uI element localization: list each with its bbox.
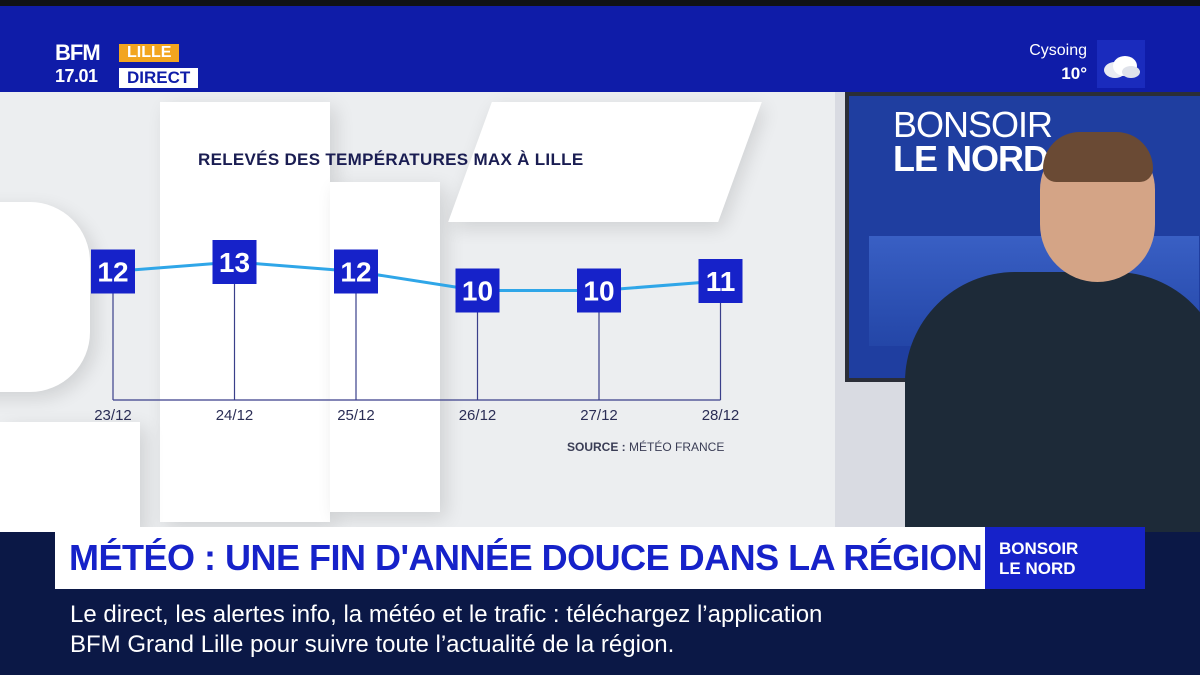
headline-text: MÉTÉO : UNE FIN D'ANNÉE DOUCE DANS LA RÉ… <box>69 537 983 578</box>
show-tag: BONSOIR LE NORD <box>985 527 1145 589</box>
temperature-marker <box>698 259 743 303</box>
ticker-line1: Le direct, les alertes info, la météo et… <box>70 601 823 628</box>
temperature-value-label: 10 <box>583 276 614 307</box>
temperature-marker <box>212 240 257 284</box>
background-letter-b-lower <box>0 422 140 532</box>
logo-brand: BFM <box>55 40 101 65</box>
studio-view: BONSOIR LE NORD <box>835 92 1200 532</box>
ticker-line2: BFM Grand Lille pour suivre toute l’actu… <box>70 631 675 658</box>
presenter-hair <box>1043 132 1153 182</box>
news-ticker: Le direct, les alertes info, la météo et… <box>0 589 1200 675</box>
top-bar: BFM 17.01 LILLE DIRECT Cysoing 10° <box>0 0 1200 92</box>
temperature-marker <box>455 268 500 313</box>
screen-title-line1: BONSOIR <box>893 104 1053 145</box>
show-tag-line2: LE NORD <box>999 559 1076 578</box>
chart-title: RELEVÉS DES TEMPÉRATURES MAX À LILLE <box>198 150 584 169</box>
chart-source: SOURCE : MÉTÉO FRANCE <box>567 440 724 454</box>
show-tag-line1: BONSOIR <box>999 539 1079 558</box>
temperature-series-line <box>112 260 721 292</box>
temperature-value-label: 13 <box>219 247 250 278</box>
clock-time: 17.01 <box>55 66 98 86</box>
chart-panel: RELEVÉS DES TEMPÉRATURES MAX À LILLE 12 2… <box>0 92 835 532</box>
background-letter-b <box>0 202 90 392</box>
date-tick-label: 23/12 <box>94 407 132 424</box>
live-badge: DIRECT <box>119 68 199 88</box>
date-tick-label: 25/12 <box>337 407 375 424</box>
date-tick-label: 28/12 <box>702 407 740 424</box>
presenter-body <box>905 272 1200 532</box>
logo-city-badge: LILLE <box>119 44 180 62</box>
temperature-value-label: 12 <box>97 257 128 288</box>
temperature-marker <box>91 249 135 294</box>
temperature-value-label: 10 <box>462 276 493 307</box>
background-letter-f <box>160 102 330 522</box>
headline-banner: MÉTÉO : UNE FIN D'ANNÉE DOUCE DANS LA RÉ… <box>55 527 985 589</box>
temperature-value-label: 11 <box>706 266 736 297</box>
date-tick-label: 27/12 <box>580 407 618 424</box>
temperature-marker <box>334 249 378 294</box>
date-tick-label: 26/12 <box>459 407 497 424</box>
background-letter-f-bar <box>330 182 440 512</box>
source-value: MÉTÉO FRANCE <box>629 440 725 454</box>
source-label: SOURCE : <box>567 440 626 454</box>
temperature-value-label: 12 <box>340 257 371 288</box>
cloud-icon <box>1097 40 1145 88</box>
weather-widget: Cysoing 10° <box>945 40 1145 92</box>
weather-temperature: 10° <box>1061 64 1087 83</box>
temperature-line-chart: 12 23/12 13 24/12 12 25/12 10 26/12 10 27/12 11 28/… <box>91 240 743 424</box>
temperature-marker <box>577 268 621 313</box>
screen-title-line2: LE NORD <box>893 138 1049 179</box>
weather-city: Cysoing <box>1029 42 1087 59</box>
date-tick-label: 24/12 <box>216 407 254 424</box>
